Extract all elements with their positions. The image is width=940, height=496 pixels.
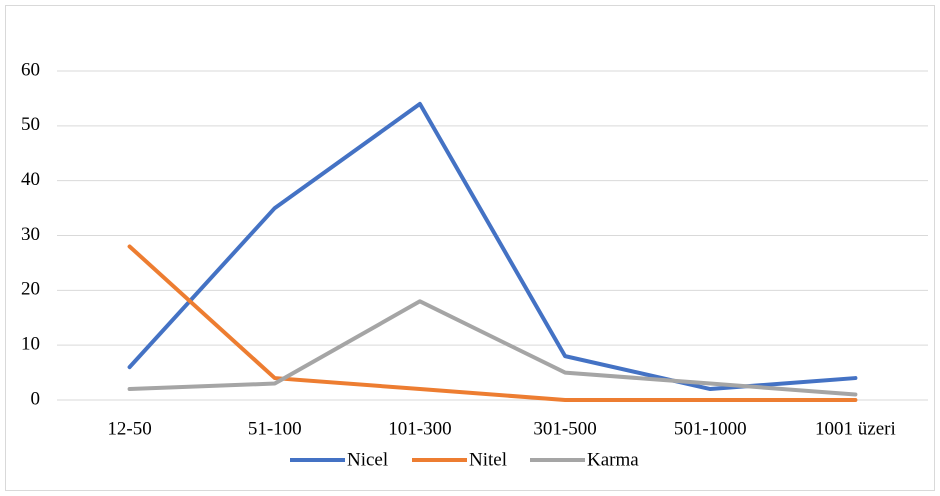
y-tick-label: 0 bbox=[31, 388, 41, 409]
y-tick-label: 40 bbox=[21, 169, 40, 190]
y-tick-label: 30 bbox=[21, 224, 40, 245]
legend-label: Nitel bbox=[469, 449, 507, 470]
x-tick-label: 1001 üzeri bbox=[815, 418, 896, 439]
x-tick-label: 101-300 bbox=[388, 418, 451, 439]
y-tick-label: 60 bbox=[21, 59, 40, 80]
series-line bbox=[127, 244, 858, 402]
y-tick-label: 50 bbox=[21, 114, 40, 135]
legend-label: Nicel bbox=[347, 449, 388, 470]
x-tick-label: 12-50 bbox=[107, 418, 151, 439]
x-tick-label: 301-500 bbox=[533, 418, 596, 439]
legend-label: Karma bbox=[587, 449, 639, 470]
y-tick-label: 10 bbox=[21, 334, 40, 355]
y-tick-label: 20 bbox=[21, 279, 40, 300]
x-tick-label: 51-100 bbox=[248, 418, 302, 439]
series-line bbox=[127, 299, 858, 397]
x-tick-label: 501-1000 bbox=[674, 418, 747, 439]
chart-border bbox=[5, 5, 935, 491]
